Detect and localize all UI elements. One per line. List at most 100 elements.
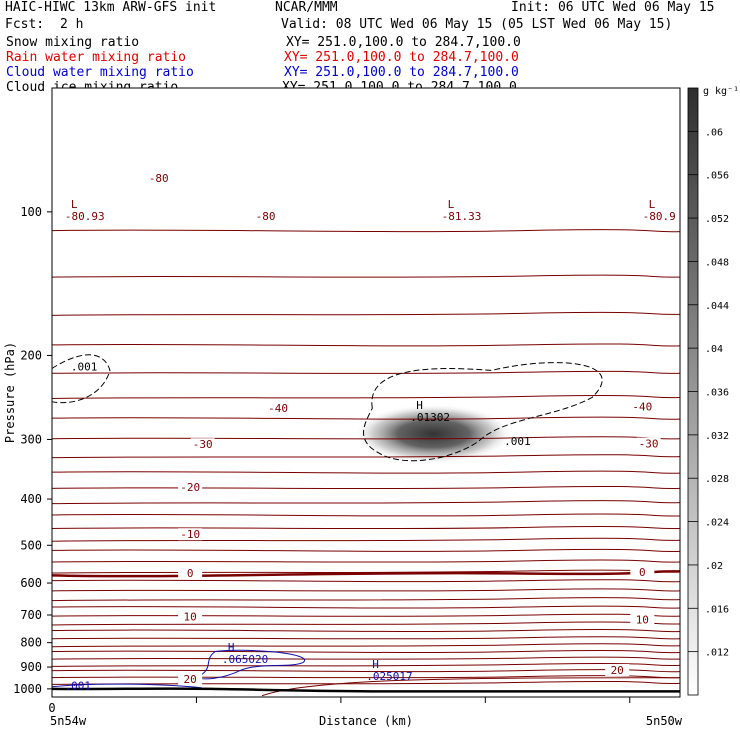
plot-frame (51, 87, 681, 698)
center-title: NCAR/MMM (275, 0, 338, 15)
y-tick-label: 600 (20, 576, 42, 590)
isotherm-line (51, 395, 681, 399)
isotherm-label: -10 (180, 528, 200, 541)
colorbar-tick-label: .048 (705, 257, 729, 268)
label-bg (178, 528, 203, 541)
y-tick-label: 100 (20, 205, 42, 219)
colorbar-tick-label: .056 (705, 171, 729, 182)
extremum-marker: H (372, 658, 379, 671)
fcst-value: 2 h (60, 17, 84, 32)
label-bg (636, 437, 661, 450)
colorbar-tick-label: .016 (705, 604, 729, 615)
field-xy-cloud-water: XY= 251.0,100.0 to 284.7,100.0 (284, 65, 519, 80)
y-tick-label: 300 (20, 432, 42, 446)
isotherm-label: -80 (256, 210, 276, 223)
x-end-label-left: 5n54w (50, 714, 87, 728)
valid-time: Valid: 08 UTC Wed 06 May 15 (05 LST Wed … (281, 17, 673, 32)
isotherm-line (51, 537, 681, 542)
extremum-marker: L (71, 198, 78, 211)
cloud-water-contour (195, 649, 306, 680)
isotherm-line (51, 650, 681, 654)
isotherm-line (51, 274, 681, 278)
y-tick-label: 900 (20, 660, 42, 674)
isotherm-line (51, 636, 681, 640)
contour-labels: -80-80-40 -40-30 -30-20-100 010 102020L-80.9… (65, 172, 676, 693)
label-bg (190, 438, 215, 451)
terrain-line (51, 687, 680, 693)
colorbar-tick-label: .036 (705, 388, 729, 399)
fcst-label: Fcst: (5, 17, 45, 32)
extremum-marker: L (649, 198, 656, 211)
isotherm-line (51, 525, 681, 530)
extremum-value: .065020 (222, 653, 268, 666)
isotherm-line (51, 343, 681, 347)
extremum-marker: H (416, 399, 423, 412)
isotherm-line (51, 370, 681, 374)
isotherm-label: 20 (184, 673, 197, 686)
contour-value-label: .001 (65, 680, 92, 693)
isotherm-line (51, 669, 681, 673)
isotherm-line (51, 588, 681, 592)
y-tick-label: 200 (20, 348, 42, 362)
x-axis-label: Distance (km) (319, 714, 413, 728)
x-end-label-right: 5n50w (646, 714, 683, 728)
model-title: HAIC-HIWC 13km ARW-GFS init (5, 0, 217, 15)
extremum-marker: H (228, 641, 235, 654)
y-tick-label: 400 (20, 492, 42, 506)
x-tick-label: 0 (48, 701, 55, 715)
label-bg (253, 209, 278, 222)
isotherm-label: -30 (639, 438, 659, 451)
extremum-marker: L (448, 198, 455, 211)
cloud-ice-contour (363, 362, 603, 462)
isotherm-label: 10 (184, 610, 197, 623)
isotherm-line (51, 470, 681, 474)
label-bg (178, 610, 203, 623)
label-bg (630, 400, 655, 413)
extremum-value: .01302 (410, 411, 450, 424)
isotherm-label: 0 (639, 566, 646, 579)
field-name-cloud-water: Cloud water mixing ratio (6, 65, 194, 80)
label-bg (630, 613, 655, 626)
label-bg (605, 664, 630, 677)
y-tick-label: 1000 (13, 682, 42, 696)
isotherm-line (51, 513, 681, 517)
isotherm-label: -30 (193, 438, 213, 451)
y-tick-label: 800 (20, 636, 42, 650)
label-bg (266, 402, 291, 415)
isotherm-line (51, 643, 681, 648)
colorbar-tick-label: .04 (705, 344, 723, 355)
field-xy-snow: XY= 251.0,100.0 to 284.7,100.0 (286, 35, 521, 50)
colorbar-tick-label: .02 (705, 561, 723, 572)
colorbar-tick-label: .032 (705, 431, 729, 442)
terrain-line (51, 687, 680, 693)
y-tick-label: 700 (20, 608, 42, 622)
init-time: Init: 06 UTC Wed 06 May 15 (511, 0, 715, 15)
field-name-snow: Snow mixing ratio (6, 35, 140, 50)
isotherm-label: 10 (636, 613, 649, 626)
cloud-ice-contour (51, 354, 111, 404)
cloud-ice-contours (51, 354, 603, 462)
colorbar-tick-label: .044 (705, 301, 729, 312)
isotherm-line (51, 500, 681, 505)
isotherm-line (51, 605, 681, 609)
label-bg (178, 673, 203, 686)
isotherm-line (51, 454, 681, 459)
label-bg (630, 566, 655, 579)
extremum-value: -80.93 (65, 210, 105, 223)
field-xy-rain: XY= 251.0,100.0 to 284.7,100.0 (284, 50, 519, 65)
label-bg (146, 172, 171, 185)
extremum-value: -81.33 (442, 210, 482, 223)
y-axis-label: Pressure (hPa) (3, 342, 17, 443)
extremum-value: .025017 (366, 670, 412, 683)
isotherm-label: -80 (149, 172, 169, 185)
isotherm-label: 0 (187, 567, 194, 580)
label-bg (178, 566, 203, 579)
isotherm-line (51, 229, 681, 233)
plot-background (52, 88, 680, 697)
field-name-rain: Rain water mixing ratio (6, 50, 187, 65)
colorbar-tick-label: .028 (705, 474, 729, 485)
isotherm-label: -20 (180, 481, 200, 494)
isotherm-line (51, 311, 681, 316)
